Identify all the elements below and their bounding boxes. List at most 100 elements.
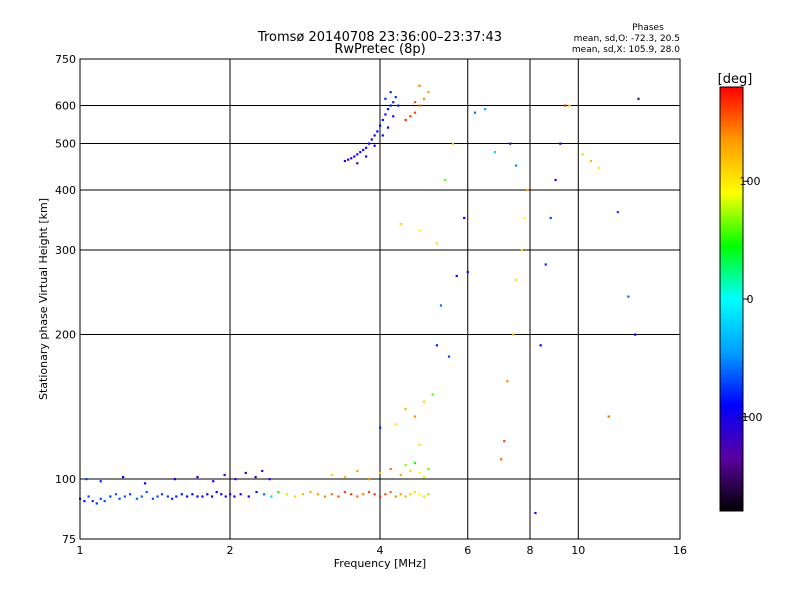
data-point bbox=[422, 400, 426, 403]
data-point bbox=[386, 126, 390, 129]
data-point bbox=[301, 493, 305, 496]
data-point bbox=[447, 355, 451, 358]
y-tick-label: 500 bbox=[55, 138, 76, 151]
data-point bbox=[114, 493, 118, 496]
data-point bbox=[404, 495, 407, 498]
data-point bbox=[455, 274, 458, 278]
grid-layer bbox=[80, 59, 680, 539]
data-point bbox=[166, 495, 169, 498]
data-point bbox=[381, 134, 384, 137]
stats-line-o: mean, sd,O: -72.3, 20.5 bbox=[574, 34, 680, 44]
data-point bbox=[234, 478, 237, 481]
data-point bbox=[224, 495, 227, 498]
y-axis-ticks: 75 100 200 300 400 500 600 750 bbox=[55, 53, 76, 546]
data-point bbox=[394, 423, 397, 426]
data-point bbox=[399, 473, 402, 477]
data-point bbox=[413, 111, 417, 114]
data-point bbox=[392, 115, 395, 118]
data-point bbox=[359, 151, 362, 154]
data-point bbox=[389, 91, 392, 94]
chart-title: Tromsø 20140708 23:36:00–23:37:43 bbox=[257, 30, 502, 45]
data-point bbox=[389, 104, 392, 107]
chart-subtitle: RwPretec (8p) bbox=[334, 42, 425, 57]
data-point bbox=[362, 148, 365, 152]
data-point bbox=[268, 478, 271, 481]
data-point bbox=[413, 415, 417, 418]
data-point bbox=[122, 475, 125, 479]
data-point bbox=[427, 91, 430, 94]
data-point bbox=[549, 216, 552, 220]
data-point bbox=[563, 104, 567, 107]
data-point bbox=[180, 493, 183, 496]
data-point bbox=[413, 490, 417, 494]
colorbar-ticks: 100 0 -100 bbox=[738, 175, 763, 424]
data-point bbox=[503, 440, 506, 443]
data-point bbox=[397, 104, 400, 107]
data-point bbox=[365, 155, 368, 158]
data-point bbox=[87, 495, 90, 498]
data-point bbox=[196, 495, 199, 498]
data-point bbox=[493, 151, 497, 154]
data-point bbox=[191, 493, 194, 496]
data-point bbox=[373, 134, 376, 137]
data-point bbox=[330, 493, 333, 496]
data-point bbox=[285, 493, 288, 496]
data-point bbox=[634, 333, 637, 336]
data-point bbox=[581, 153, 584, 156]
data-point bbox=[439, 304, 443, 307]
data-point bbox=[381, 118, 384, 122]
data-point bbox=[418, 471, 421, 475]
data-point bbox=[384, 493, 387, 496]
data-point bbox=[212, 480, 215, 483]
x-axis-ticks: 1 2 4 6 8 10 16 bbox=[77, 544, 688, 557]
data-point bbox=[427, 467, 430, 471]
y-axis-label: Stationary phase Virtual Height [km] bbox=[37, 198, 50, 400]
y-tick-label: 300 bbox=[55, 244, 76, 257]
data-point bbox=[109, 495, 112, 498]
data-point bbox=[255, 490, 258, 494]
data-point bbox=[201, 495, 204, 498]
data-point bbox=[85, 478, 88, 481]
data-point bbox=[196, 475, 199, 479]
colorbar-tick-label: 0 bbox=[747, 293, 754, 306]
data-point bbox=[500, 458, 503, 461]
data-point bbox=[413, 461, 417, 465]
x-axis-label: Frequency [MHz] bbox=[334, 557, 426, 570]
data-point bbox=[427, 493, 430, 496]
data-point bbox=[520, 249, 523, 252]
data-point bbox=[394, 495, 397, 498]
data-point bbox=[233, 495, 236, 498]
data-point bbox=[473, 111, 477, 114]
data-point bbox=[526, 189, 529, 192]
data-point bbox=[404, 463, 407, 467]
data-point bbox=[156, 495, 159, 498]
data-point bbox=[399, 493, 402, 496]
data-point bbox=[422, 97, 426, 100]
data-points bbox=[79, 84, 640, 515]
data-point bbox=[559, 142, 562, 145]
data-point bbox=[379, 124, 382, 127]
data-point bbox=[343, 159, 347, 163]
y-tick-label: 100 bbox=[55, 473, 76, 486]
data-point bbox=[422, 475, 426, 479]
y-tick-label: 400 bbox=[55, 184, 76, 197]
data-point bbox=[404, 407, 407, 411]
data-point bbox=[350, 157, 353, 160]
data-point bbox=[343, 490, 347, 494]
data-point bbox=[277, 490, 280, 494]
data-point bbox=[261, 469, 264, 473]
data-point bbox=[337, 495, 340, 498]
data-point bbox=[418, 443, 421, 446]
data-point bbox=[379, 495, 382, 498]
data-point bbox=[409, 493, 412, 496]
x-tick-label: 8 bbox=[527, 544, 534, 557]
data-point bbox=[367, 142, 371, 145]
data-point bbox=[399, 222, 402, 226]
data-point bbox=[362, 493, 365, 496]
data-point bbox=[616, 211, 619, 214]
data-point bbox=[367, 478, 371, 481]
data-point bbox=[129, 493, 132, 496]
data-point bbox=[229, 493, 232, 496]
data-point bbox=[309, 490, 312, 494]
data-point bbox=[171, 497, 174, 500]
